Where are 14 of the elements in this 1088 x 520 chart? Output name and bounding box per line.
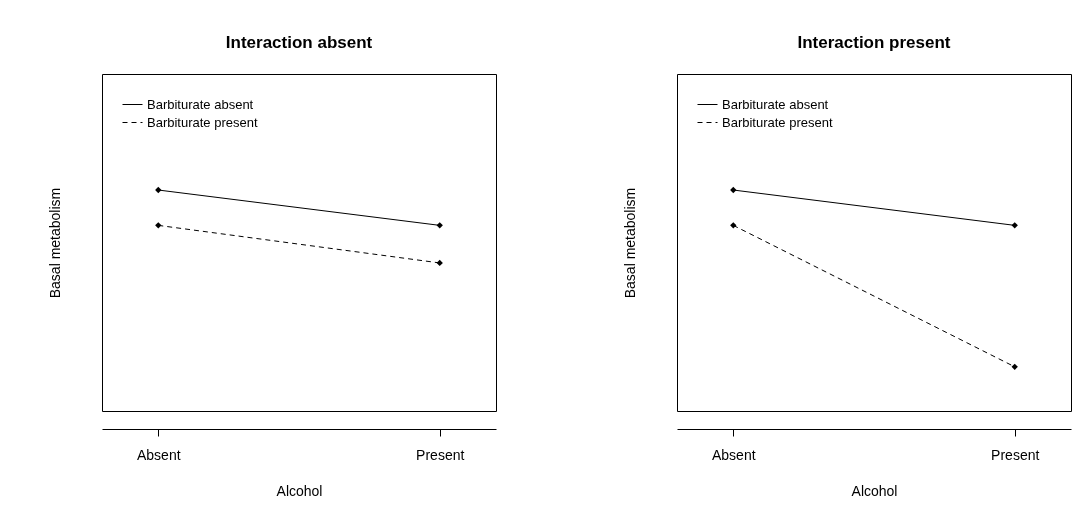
y-axis-title: Basal metabolism — [621, 187, 638, 299]
x-tick-label: Present — [416, 446, 465, 463]
legend-label: Barbiturate present — [147, 114, 258, 130]
x-axis-title: Alcohol — [851, 482, 898, 499]
chart-title: Interaction absent — [225, 33, 373, 52]
x-axis-title: Alcohol — [276, 482, 323, 499]
chart-title: Interaction present — [797, 33, 951, 52]
x-tick-label: Absent — [136, 446, 181, 463]
x-tick-label: Absent — [711, 446, 756, 463]
legend-label: Barbiturate absent — [147, 96, 254, 112]
legend-label: Barbiturate absent — [722, 96, 829, 112]
legend-label: Barbiturate present — [722, 114, 833, 130]
y-axis-title: Basal metabolism — [46, 187, 63, 299]
x-tick-label: Present — [991, 446, 1040, 463]
